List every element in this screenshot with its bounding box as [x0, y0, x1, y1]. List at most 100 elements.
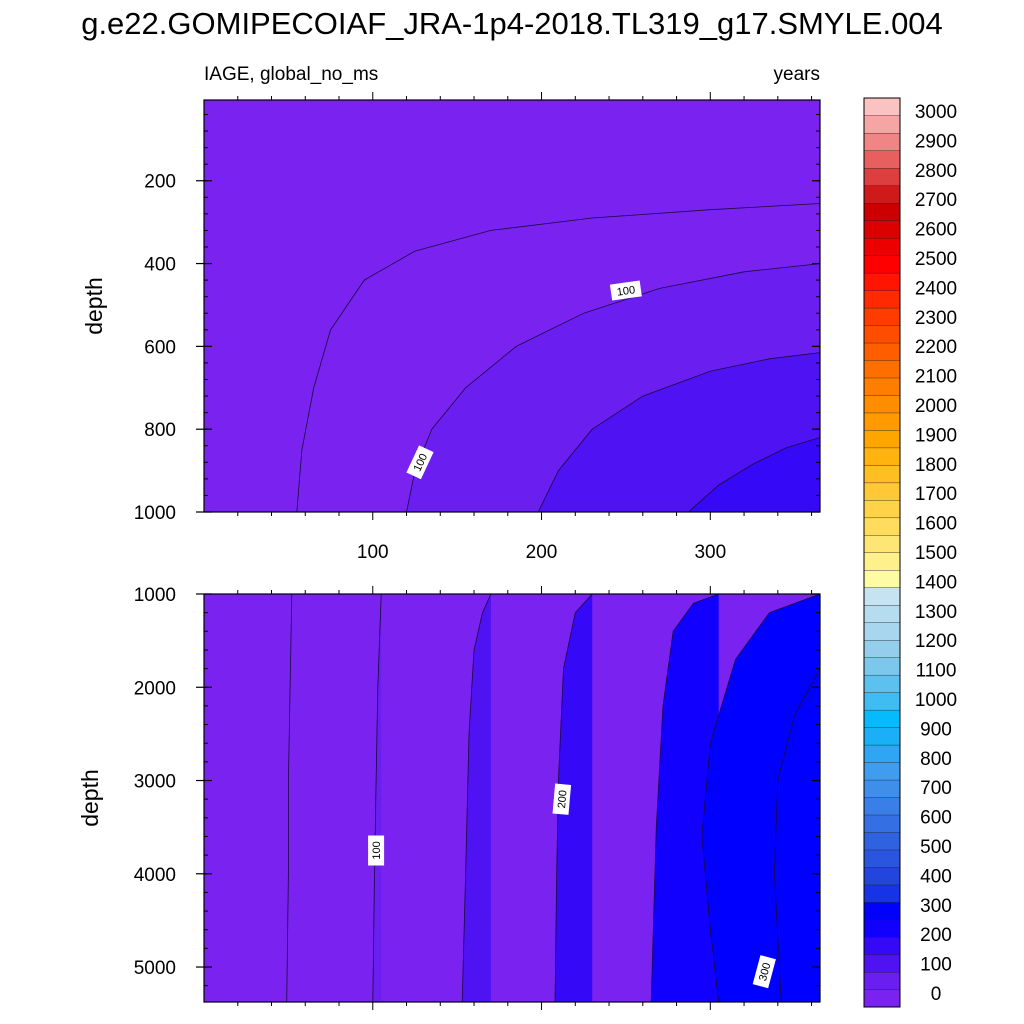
- y-tick-label: 1000: [134, 503, 176, 524]
- contour-line: [372, 594, 382, 1002]
- contour-label: 100: [406, 445, 434, 480]
- y-tick-label: 600: [144, 337, 176, 358]
- colorbar-label: 400: [920, 866, 952, 887]
- y-tick-label: 3000: [134, 772, 176, 793]
- colorbar-label: 3000: [915, 102, 957, 123]
- colorbar-label: 2200: [915, 337, 957, 358]
- y-tick-label: 400: [144, 255, 176, 276]
- colorbar-swatch: [863, 185, 901, 204]
- colorbar-label: 2400: [915, 278, 957, 299]
- contour-line: [650, 594, 719, 1002]
- colorbar-label: 100: [920, 955, 952, 976]
- colorbar-frame: [863, 97, 901, 1008]
- colorbar-label: 1900: [915, 425, 957, 446]
- colorbar-label: 2100: [915, 367, 957, 388]
- contour-line: [537, 352, 820, 512]
- colorbar-swatch: [863, 989, 901, 1008]
- x-tick-label: 300: [694, 542, 726, 563]
- colorbar-label: 1300: [915, 602, 957, 623]
- colorbar-swatch: [863, 692, 901, 711]
- contour-label-box: [406, 445, 434, 480]
- plot-frame: [203, 593, 821, 1003]
- y-tick-label: 200: [144, 172, 176, 193]
- colorbar-swatch: [863, 849, 901, 868]
- x-tick-label: 200: [526, 542, 558, 563]
- colorbar-label: 1800: [915, 455, 957, 476]
- colorbar: 0 100 200 300 400 500 600 700 800 900 1000 1100 1200…: [863, 97, 957, 1008]
- colorbar-label: 2300: [915, 308, 957, 329]
- plot-panel-upper: 100 100 200 400 600 800 1000 100 200 300 depth: [81, 92, 821, 563]
- colorbar-swatch: [863, 464, 901, 484]
- colorbar-swatch: [863, 727, 901, 746]
- colorbar-label: 1700: [915, 484, 957, 505]
- units-label: years: [773, 64, 820, 85]
- colorbar-swatch: [863, 622, 901, 641]
- contour-line: [701, 594, 820, 1002]
- contour-label-box: [752, 955, 776, 989]
- colorbar-label: 700: [920, 778, 952, 799]
- colorbar-swatch: [863, 762, 901, 781]
- contour-band: [651, 594, 820, 1002]
- contour-line: [461, 594, 492, 1002]
- contour-line: [286, 594, 293, 1002]
- plot-frame: [203, 99, 821, 513]
- colorbar-swatch: [863, 709, 901, 728]
- colorbar-swatch: [863, 482, 901, 501]
- colorbar-label: 200: [920, 925, 952, 946]
- contour-fills-upper: [204, 100, 820, 512]
- colorbar-swatch: [863, 639, 901, 658]
- contour-line: [296, 203, 820, 512]
- y-tick-label: 4000: [134, 865, 176, 886]
- colorbar-swatch: [863, 167, 901, 186]
- colorbar-swatch: [863, 377, 901, 396]
- colorbar-swatch: [863, 272, 901, 291]
- colorbar-label: 1200: [915, 631, 957, 652]
- contour-line: [688, 437, 820, 512]
- y-tick-label: 1000: [134, 585, 176, 606]
- colorbar-swatch: [863, 429, 901, 449]
- colorbar-swatch: [863, 814, 901, 833]
- contour-label-box: [552, 783, 572, 815]
- colorbar-swatch: [863, 936, 901, 956]
- colorbar-swatch: [863, 307, 901, 326]
- contour-label: 100: [368, 835, 385, 866]
- chart-title: g.e22.GOMIPECOIAF_JRA-1p4-2018.TL319_g17…: [81, 6, 943, 41]
- colorbar-swatch: [863, 866, 901, 886]
- colorbar-label: 1500: [915, 543, 957, 564]
- contour-label: 200: [552, 783, 572, 815]
- colorbar-swatch: [863, 290, 901, 309]
- colorbar-label: 2600: [915, 220, 957, 241]
- contour-label-text: 100: [371, 841, 383, 859]
- colorbar-swatch: [863, 919, 901, 938]
- y-tick-label: 800: [144, 420, 176, 441]
- variable-label: IAGE, global_no_ms: [204, 64, 379, 85]
- colorbar-swatch: [863, 220, 901, 239]
- colorbar-label: 2700: [915, 190, 957, 211]
- colorbar-swatch: [863, 884, 901, 903]
- contour-label-text: 300: [757, 962, 773, 983]
- colorbar-swatch: [863, 115, 901, 134]
- plot-panel-lower: 100 200 300 1000 2000 3000 4000 5000 depth: [77, 585, 821, 1010]
- colorbar-swatch: [863, 779, 901, 798]
- colorbar-swatch: [863, 237, 901, 256]
- colorbar-swatch: [863, 517, 901, 536]
- colorbar-swatch: [863, 901, 901, 921]
- colorbar-label: 1000: [915, 690, 957, 711]
- colorbar-label: 2000: [915, 396, 957, 417]
- colorbar-swatch: [863, 255, 901, 274]
- contour-band: [688, 437, 820, 512]
- contour-label: 300: [752, 955, 776, 989]
- contour-label-text: 100: [616, 284, 636, 298]
- contour-label: 100: [609, 280, 642, 301]
- colorbar-swatch: [863, 325, 901, 344]
- colorbar-label: 500: [920, 837, 952, 858]
- colorbar-swatch: [863, 552, 901, 571]
- y-tick-label: 5000: [134, 958, 176, 979]
- contour-label-box: [609, 280, 642, 301]
- colorbar-swatch: [863, 499, 901, 519]
- colorbar-swatch: [863, 797, 901, 816]
- colorbar-swatch: [863, 342, 901, 361]
- colorbar-swatch: [863, 394, 901, 414]
- colorbar-swatch: [863, 569, 901, 588]
